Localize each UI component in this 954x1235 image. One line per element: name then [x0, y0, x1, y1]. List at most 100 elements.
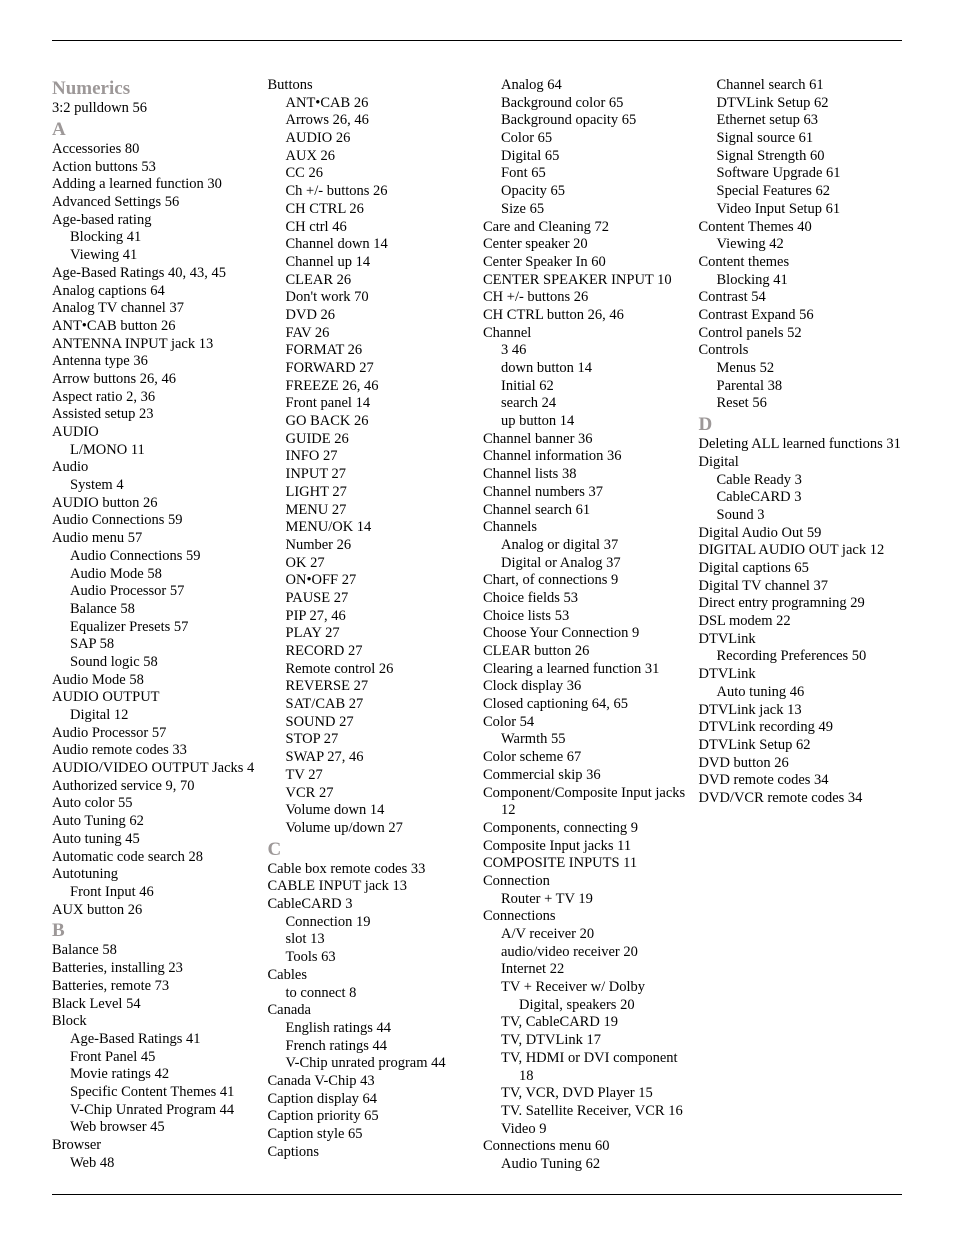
index-entry: Auto tuning 45 — [52, 831, 256, 849]
index-entry: MENU/OK 14 — [268, 519, 472, 537]
index-entry: DTVLink — [699, 631, 903, 649]
index-entry: Autotuning — [52, 866, 256, 884]
index-entry: CABLE INPUT jack 13 — [268, 878, 472, 896]
index-entry: AUDIO 26 — [268, 130, 472, 148]
index-entry: CLEAR button 26 — [483, 643, 687, 661]
index-entry: Channel lists 38 — [483, 466, 687, 484]
index-entry: Clock display 36 — [483, 678, 687, 696]
index-entry: slot 13 — [268, 931, 472, 949]
index-entry: Batteries, installing 23 — [52, 960, 256, 978]
index-section-head: C — [268, 838, 472, 861]
index-entry: Number 26 — [268, 537, 472, 555]
index-entry: TV 27 — [268, 767, 472, 785]
index-entry: Channel information 36 — [483, 448, 687, 466]
index-entry: Chart, of connections 9 — [483, 572, 687, 590]
index-entry: Block — [52, 1013, 256, 1031]
index-page: Numerics3:2 pulldown 56AAccessories 80Ac… — [0, 0, 954, 1235]
index-entry: Analog captions 64 — [52, 283, 256, 301]
index-entry: Buttons — [268, 77, 472, 95]
index-entry: Center Speaker In 60 — [483, 254, 687, 272]
index-entry: Digital 65 — [483, 148, 687, 166]
index-entry: Action buttons 53 — [52, 159, 256, 177]
index-entry: Movie ratings 42 — [52, 1066, 256, 1084]
index-entry: Warmth 55 — [483, 731, 687, 749]
index-entry: Sound logic 58 — [52, 654, 256, 672]
index-entry: V-Chip unrated program 44 — [268, 1055, 472, 1073]
index-entry: Menus 52 — [699, 360, 903, 378]
index-entry: CENTER SPEAKER INPUT 10 — [483, 272, 687, 290]
index-entry: Specific Content Themes 41 — [52, 1084, 256, 1102]
index-entry: Font 65 — [483, 165, 687, 183]
index-entry: Signal Strength 60 — [699, 148, 903, 166]
index-entry: Digital captions 65 — [699, 560, 903, 578]
index-entry: Age-Based Ratings 41 — [52, 1031, 256, 1049]
index-entry: Connections — [483, 908, 687, 926]
index-entry: French ratings 44 — [268, 1038, 472, 1056]
index-entry: Content Themes 40 — [699, 219, 903, 237]
index-entry: Channel banner 36 — [483, 431, 687, 449]
index-entry: Initial 62 — [483, 378, 687, 396]
index-entry: Audio Tuning 62 — [483, 1156, 687, 1174]
index-entry: Caption priority 65 — [268, 1108, 472, 1126]
index-entry: Color 54 — [483, 714, 687, 732]
index-entry: Audio — [52, 459, 256, 477]
index-entry: Front panel 14 — [268, 395, 472, 413]
index-entry: Arrow buttons 26, 46 — [52, 371, 256, 389]
index-entry: Don't work 70 — [268, 289, 472, 307]
index-entry: Antenna type 36 — [52, 353, 256, 371]
index-entry: Ethernet setup 63 — [699, 112, 903, 130]
index-entry: Controls — [699, 342, 903, 360]
index-entry: DVD remote codes 34 — [699, 772, 903, 790]
index-entry: 3:2 pulldown 56 — [52, 100, 256, 118]
index-section-head: D — [699, 413, 903, 436]
index-entry: DVD/VCR remote codes 34 — [699, 790, 903, 808]
index-entry: Auto tuning 46 — [699, 684, 903, 702]
index-entry: DVD button 26 — [699, 755, 903, 773]
index-entry: Choice lists 53 — [483, 608, 687, 626]
index-entry: up button 14 — [483, 413, 687, 431]
index-entry: Video 9 — [483, 1121, 687, 1139]
index-entry: Blocking 41 — [699, 272, 903, 290]
index-entry: 3 46 — [483, 342, 687, 360]
index-entry: AUX 26 — [268, 148, 472, 166]
index-entry: VCR 27 — [268, 785, 472, 803]
index-entry: Digital or Analog 37 — [483, 555, 687, 573]
index-entry: Caption style 65 — [268, 1126, 472, 1144]
index-entry: Ch +/- buttons 26 — [268, 183, 472, 201]
index-entry: TV, VCR, DVD Player 15 — [483, 1085, 687, 1103]
index-entry: SWAP 27, 46 — [268, 749, 472, 767]
index-entry: search 24 — [483, 395, 687, 413]
index-entry: Center speaker 20 — [483, 236, 687, 254]
index-entry: Viewing 41 — [52, 247, 256, 265]
index-entry: TV, CableCARD 19 — [483, 1014, 687, 1032]
index-entry: TV + Receiver w/ Dolby Digital, speakers… — [483, 979, 687, 1014]
index-entry: RECORD 27 — [268, 643, 472, 661]
index-entry: Components, connecting 9 — [483, 820, 687, 838]
index-entry: TV. Satellite Receiver, VCR 16 — [483, 1103, 687, 1121]
index-entry: Remote control 26 — [268, 661, 472, 679]
index-entry: Reset 56 — [699, 395, 903, 413]
index-entry: Router + TV 19 — [483, 891, 687, 909]
index-entry: Caption display 64 — [268, 1091, 472, 1109]
index-entry: Accessories 80 — [52, 141, 256, 159]
index-entry: PIP 27, 46 — [268, 608, 472, 626]
index-entry: INPUT 27 — [268, 466, 472, 484]
index-entry: Recording Preferences 50 — [699, 648, 903, 666]
index-entry: ON•OFF 27 — [268, 572, 472, 590]
index-entry: Channel up 14 — [268, 254, 472, 272]
index-entry: Commercial skip 36 — [483, 767, 687, 785]
index-entry: Age-based rating — [52, 212, 256, 230]
index-entry: Cable box remote codes 33 — [268, 861, 472, 879]
index-entry: DTVLink — [699, 666, 903, 684]
index-entry: Connection 19 — [268, 914, 472, 932]
index-entry: Viewing 42 — [699, 236, 903, 254]
index-entry: CH CTRL button 26, 46 — [483, 307, 687, 325]
index-entry: Video Input Setup 61 — [699, 201, 903, 219]
index-entry: FREEZE 26, 46 — [268, 378, 472, 396]
index-entry: Browser — [52, 1137, 256, 1155]
index-entry: Contrast 54 — [699, 289, 903, 307]
index-entry: CH ctrl 46 — [268, 219, 472, 237]
index-entry: ANT•CAB 26 — [268, 95, 472, 113]
index-entry: Channel down 14 — [268, 236, 472, 254]
index-entry: SAT/CAB 27 — [268, 696, 472, 714]
